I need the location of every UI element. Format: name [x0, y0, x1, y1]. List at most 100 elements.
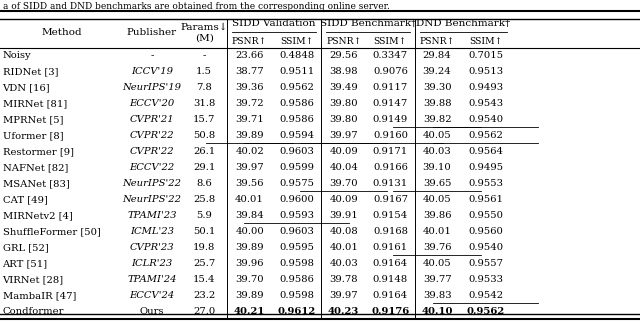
Text: Restormer [9]: Restormer [9] [3, 147, 74, 156]
Text: SIDD Benchmark†: SIDD Benchmark† [320, 19, 416, 28]
Text: 0.9533: 0.9533 [468, 275, 503, 284]
Text: 0.9149: 0.9149 [372, 115, 408, 124]
Text: 40.05: 40.05 [423, 195, 451, 204]
Text: 0.9493: 0.9493 [468, 83, 503, 92]
Text: SSIM↑: SSIM↑ [374, 37, 407, 46]
Text: 0.9540: 0.9540 [468, 243, 503, 252]
Text: 39.78: 39.78 [330, 275, 358, 284]
Text: MSANet [83]: MSANet [83] [3, 179, 69, 188]
Text: PSNR↑: PSNR↑ [326, 37, 362, 46]
Text: Method: Method [42, 28, 82, 37]
Text: Params↓
(M): Params↓ (M) [180, 23, 228, 43]
Text: 27.0: 27.0 [193, 307, 215, 316]
Text: DND Benchmark†: DND Benchmark† [416, 19, 511, 28]
Text: 40.08: 40.08 [330, 227, 358, 236]
Text: 0.9599: 0.9599 [279, 163, 314, 172]
Text: 0.9586: 0.9586 [279, 99, 314, 109]
Text: 0.9161: 0.9161 [373, 243, 408, 252]
Text: 25.8: 25.8 [193, 195, 215, 204]
Text: 39.97: 39.97 [330, 131, 358, 140]
Text: Uformer [8]: Uformer [8] [3, 131, 63, 140]
Text: 0.9553: 0.9553 [468, 179, 503, 188]
Text: 40.05: 40.05 [423, 131, 451, 140]
Text: 0.9560: 0.9560 [468, 227, 503, 236]
Text: Publisher: Publisher [127, 28, 177, 37]
Text: VDN [16]: VDN [16] [3, 83, 50, 92]
Text: 0.9171: 0.9171 [372, 147, 408, 156]
Text: 0.9164: 0.9164 [373, 291, 408, 300]
Text: 40.23: 40.23 [328, 307, 360, 316]
Text: 39.65: 39.65 [423, 179, 451, 188]
Text: CVPR'22: CVPR'22 [130, 147, 174, 156]
Text: 0.9586: 0.9586 [279, 275, 314, 284]
Text: ShuffleFormer [50]: ShuffleFormer [50] [3, 227, 100, 236]
Text: 0.9598: 0.9598 [279, 259, 314, 268]
Text: 0.9594: 0.9594 [279, 131, 314, 140]
Text: 0.9511: 0.9511 [279, 67, 314, 76]
Text: 39.70: 39.70 [330, 179, 358, 188]
Text: 0.9561: 0.9561 [468, 195, 503, 204]
Text: 0.9154: 0.9154 [372, 211, 408, 220]
Text: 26.1: 26.1 [193, 147, 215, 156]
Text: 23.2: 23.2 [193, 291, 215, 300]
Text: 0.4848: 0.4848 [279, 52, 314, 61]
Text: 0.9167: 0.9167 [373, 195, 408, 204]
Text: 31.8: 31.8 [193, 99, 215, 109]
Text: 0.9575: 0.9575 [279, 179, 314, 188]
Text: 39.36: 39.36 [236, 83, 264, 92]
Text: 0.9148: 0.9148 [372, 275, 408, 284]
Text: TPAMI'23: TPAMI'23 [127, 211, 177, 220]
Text: 0.9595: 0.9595 [279, 243, 314, 252]
Text: 0.9612: 0.9612 [278, 307, 316, 316]
Text: RIDNet [3]: RIDNet [3] [3, 67, 58, 76]
Text: 39.97: 39.97 [236, 163, 264, 172]
Text: 39.91: 39.91 [330, 211, 358, 220]
Text: 0.9557: 0.9557 [468, 259, 503, 268]
Text: 39.88: 39.88 [423, 99, 451, 109]
Text: 23.66: 23.66 [236, 52, 264, 61]
Text: 39.89: 39.89 [236, 131, 264, 140]
Text: 29.84: 29.84 [423, 52, 451, 61]
Text: 0.9564: 0.9564 [468, 147, 503, 156]
Text: 0.3347: 0.3347 [373, 52, 408, 61]
Text: 1.5: 1.5 [196, 67, 212, 76]
Text: 0.9550: 0.9550 [468, 211, 503, 220]
Text: 0.9598: 0.9598 [279, 291, 314, 300]
Text: Noisy: Noisy [3, 52, 31, 61]
Text: 8.6: 8.6 [196, 179, 212, 188]
Text: a of SIDD and DND benchmarks are obtained from the corresponding online server.: a of SIDD and DND benchmarks are obtaine… [3, 2, 390, 11]
Text: 40.03: 40.03 [330, 259, 358, 268]
Text: 40.00: 40.00 [236, 227, 264, 236]
Text: SSIM↑: SSIM↑ [469, 37, 502, 46]
Text: ECCV'24: ECCV'24 [129, 291, 175, 300]
Text: 29.56: 29.56 [330, 52, 358, 61]
Text: 38.98: 38.98 [330, 67, 358, 76]
Text: 0.9562: 0.9562 [279, 83, 314, 92]
Text: -: - [202, 52, 206, 61]
Text: 0.9160: 0.9160 [373, 131, 408, 140]
Text: -: - [150, 52, 154, 61]
Text: 39.70: 39.70 [236, 275, 264, 284]
Text: 29.1: 29.1 [193, 163, 215, 172]
Text: 0.9168: 0.9168 [373, 227, 408, 236]
Text: 39.77: 39.77 [423, 275, 451, 284]
Text: 0.9495: 0.9495 [468, 163, 503, 172]
Text: NAFNet [82]: NAFNet [82] [3, 163, 68, 172]
Text: 40.21: 40.21 [234, 307, 266, 316]
Text: 0.9076: 0.9076 [373, 67, 408, 76]
Text: 0.9593: 0.9593 [279, 211, 314, 220]
Text: 39.80: 39.80 [330, 99, 358, 109]
Text: 0.9176: 0.9176 [371, 307, 410, 316]
Text: ICLR'23: ICLR'23 [131, 259, 173, 268]
Text: SIDD Validation: SIDD Validation [232, 19, 316, 28]
Text: 39.86: 39.86 [423, 211, 451, 220]
Text: 0.9600: 0.9600 [279, 195, 314, 204]
Text: 39.10: 39.10 [423, 163, 451, 172]
Text: CVPR'21: CVPR'21 [130, 115, 174, 124]
Text: ICCV'19: ICCV'19 [131, 67, 173, 76]
Text: ECCV'20: ECCV'20 [129, 99, 175, 109]
Text: 0.9164: 0.9164 [373, 259, 408, 268]
Text: 40.03: 40.03 [423, 147, 451, 156]
Text: 39.56: 39.56 [236, 179, 264, 188]
Text: 39.84: 39.84 [236, 211, 264, 220]
